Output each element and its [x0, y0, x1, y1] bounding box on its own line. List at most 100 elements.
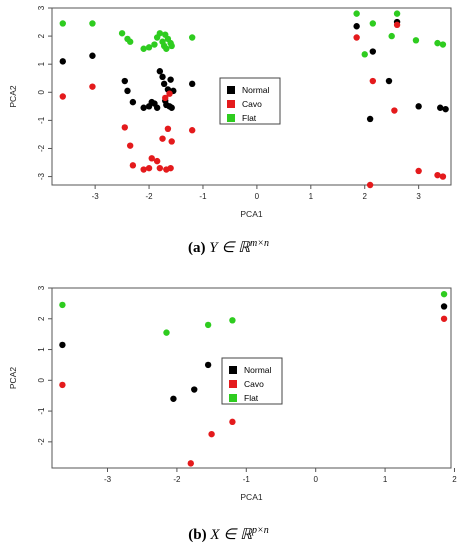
chart-a-point-cavo: [168, 138, 175, 145]
chart-a-point-cavo: [89, 83, 96, 90]
chart-a-x-tick-label: -2: [145, 192, 153, 201]
chart-b-plot-frame: [51, 287, 452, 469]
chart-a-point-cavo: [353, 34, 360, 41]
chart-a-point-normal: [59, 58, 66, 65]
chart-a-legend-label-normal: Normal: [242, 85, 270, 95]
chart-a-point-flat: [89, 20, 96, 27]
chart-a-point-flat: [140, 45, 147, 52]
chart-a-point-flat: [151, 41, 158, 48]
chart-a-point-cavo: [366, 181, 374, 189]
chart-b-y-tick-label: 3: [37, 285, 46, 290]
chart-a-y-tick-label: -3: [37, 172, 46, 180]
chart-a-point-cavo: [164, 125, 172, 133]
caption-b: (b) X ∈ ℝp×n: [0, 525, 457, 544]
chart-a-x-tick-label: 2: [363, 192, 368, 201]
chart-a-point-cavo: [140, 166, 147, 173]
chart-a-x-tick-label: 0: [255, 192, 260, 201]
chart-a-point-flat: [353, 10, 360, 17]
chart-a-point-normal: [385, 77, 393, 85]
chart-a-legend-label-flat: Flat: [242, 113, 257, 123]
chart-b-y-tick-label: -1: [37, 407, 46, 415]
chart-b-y-tick-label: -2: [37, 438, 46, 446]
chart-a-point-cavo: [148, 155, 155, 162]
chart-a-legend-swatch-flat: [227, 114, 235, 122]
chart-b-legend-label-normal: Normal: [244, 365, 272, 375]
chart-a-x-tick-label: -1: [199, 192, 207, 201]
chart-b-point-cavo: [187, 460, 194, 467]
chart-b-x-tick-label: -2: [173, 475, 181, 484]
chart-b-point-flat: [229, 317, 236, 324]
chart-a-point-normal: [156, 68, 164, 75]
chart-b-point-normal: [170, 395, 177, 402]
chart-a-point-normal: [140, 104, 147, 111]
chart-a-point-flat: [118, 30, 126, 37]
chart-b-point-normal: [440, 303, 448, 310]
chart-a-point-flat: [434, 39, 441, 47]
chart-a-y-tick-label: 2: [37, 33, 46, 38]
caption-a: (a) Y ∈ ℝm×n: [0, 238, 457, 257]
chart-a-point-normal: [366, 115, 374, 123]
chart-a-point-cavo: [439, 173, 447, 180]
chart-a-y-tick-label: 0: [37, 90, 46, 95]
caption-b-sup: p×n: [251, 525, 269, 536]
chart-a-point-normal: [188, 80, 196, 88]
caption-a-sup: m×n: [250, 238, 270, 249]
chart-b-x-tick-label: 2: [452, 475, 457, 484]
chart-a-y-tick-label: -2: [37, 144, 46, 152]
chart-b-legend-swatch-flat: [229, 394, 237, 402]
chart-b: -3 -2 -1 0 1 2 -2 -1 0 1 2 3 PCA1 PCA2 Normal Cavo Flat: [8, 285, 457, 502]
chart-a-point-cavo: [415, 167, 422, 175]
chart-a-point-cavo: [391, 107, 398, 114]
chart-b-point-normal: [204, 361, 212, 369]
chart-a-point-cavo: [121, 124, 128, 131]
chart-a-point-normal: [129, 98, 137, 106]
chart-a-point-flat: [439, 41, 447, 48]
chart-a-point-cavo: [188, 127, 196, 134]
chart-a-point-normal: [121, 77, 128, 85]
caption-a-math: Y ∈ ℝ: [209, 240, 251, 256]
chart-b-point-flat: [204, 321, 212, 329]
chart-a-x-tick-label: 3: [416, 192, 421, 201]
chart-a-y-tick-label: 3: [37, 5, 46, 10]
chart-a-point-flat: [361, 51, 368, 58]
chart-b-x-tick-label: -3: [104, 475, 112, 484]
chart-a-plot-frame: [51, 7, 452, 186]
chart-a-point-flat: [388, 32, 395, 40]
chart-a-point-normal: [442, 105, 449, 113]
chart-a-point-cavo: [145, 164, 153, 172]
chart-b-x-axis-title: PCA1: [240, 492, 262, 502]
chart-a-x-axis-title: PCA1: [240, 209, 262, 219]
chart-a-point-cavo: [434, 171, 441, 179]
chart-a-y-axis-title: PCA2: [8, 85, 18, 107]
chart-a-point-flat: [393, 10, 401, 17]
chart-a-x-tick-label: -3: [92, 192, 100, 201]
chart-a-point-normal: [167, 76, 174, 83]
chart-a-point-flat: [163, 45, 170, 52]
chart-b-legend-label-cavo: Cavo: [244, 379, 264, 389]
chart-a-point-flat: [126, 38, 134, 45]
chart-a-point-normal: [160, 80, 168, 88]
chart-a-point-normal: [369, 48, 377, 55]
chart-a-point-cavo: [126, 142, 134, 149]
chart-a-point-cavo: [393, 21, 401, 29]
chart-b-legend-swatch-normal: [229, 366, 237, 374]
chart-a-point-normal: [353, 23, 360, 30]
chart-b-point-normal: [191, 386, 198, 393]
chart-a-point-cavo: [156, 164, 164, 172]
chart-b-legend-swatch-cavo: [229, 380, 237, 388]
chart-a-point-flat: [145, 44, 153, 51]
chart-b-point-flat: [59, 301, 66, 309]
chart-b-point-flat: [440, 290, 448, 298]
chart-a-point-normal: [124, 87, 131, 95]
chart-b-y-axis-title: PCA2: [8, 367, 18, 389]
chart-a-point-cavo: [153, 157, 161, 165]
chart-a-point-cavo: [129, 162, 137, 169]
chart-a-point-normal: [159, 73, 166, 81]
chart-a-point-normal: [153, 104, 161, 111]
chart-a-point-flat: [412, 37, 420, 44]
chart-a-point-flat: [188, 34, 196, 41]
chart-a-point-cavo: [159, 135, 166, 142]
chart-a-point-flat: [156, 30, 164, 37]
chart-b-point-flat: [163, 329, 170, 336]
caption-a-label: (a): [187, 240, 206, 256]
